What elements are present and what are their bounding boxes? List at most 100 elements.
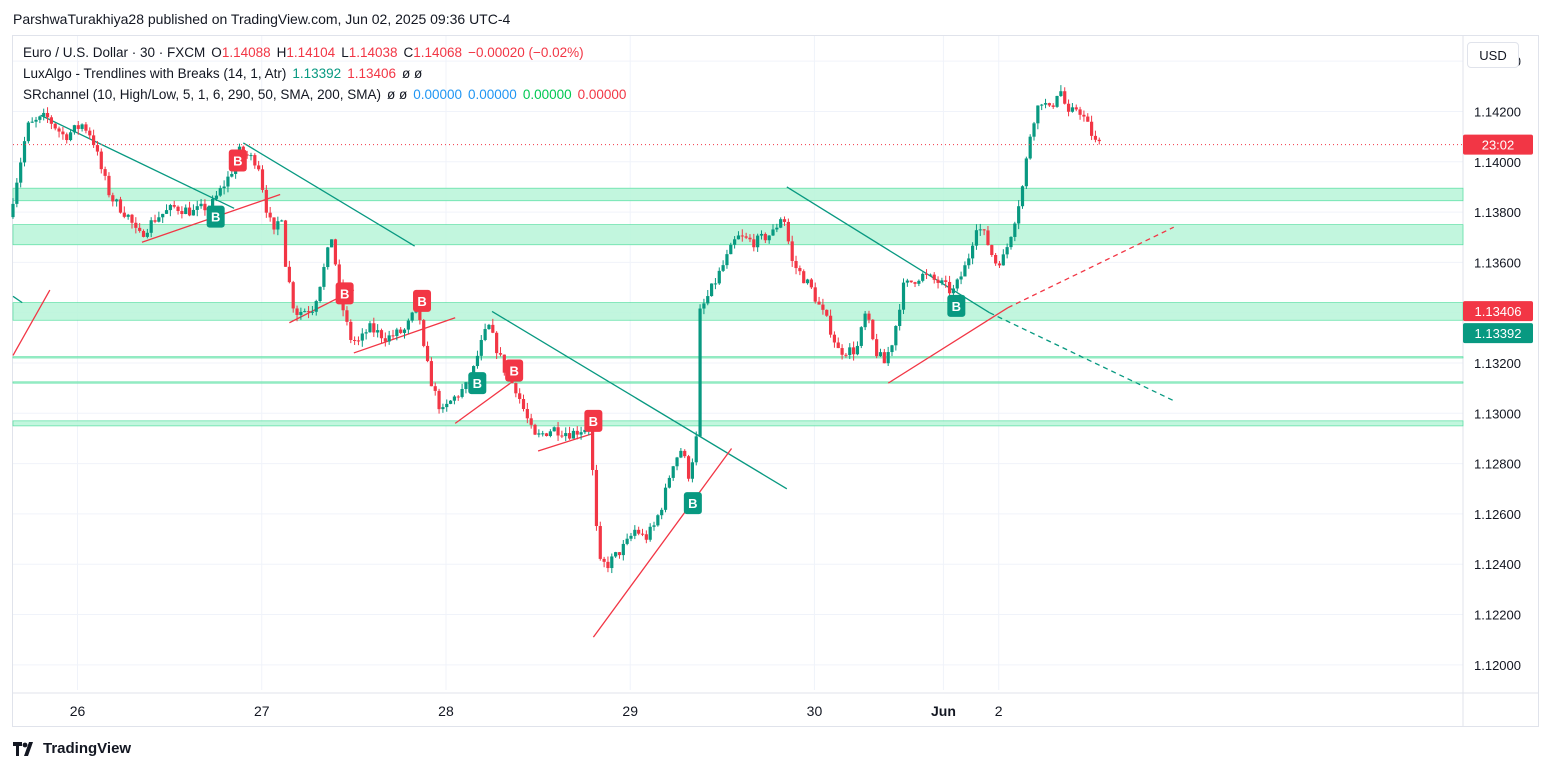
candle-body <box>399 329 403 333</box>
candle-body <box>890 345 894 353</box>
break-marker-badge <box>468 372 487 395</box>
candle-body <box>364 332 368 334</box>
price-tick-label: 1.13200 <box>1474 356 1521 371</box>
candle-body <box>283 220 288 267</box>
candle-body <box>1055 95 1059 107</box>
candle-body <box>894 325 898 346</box>
candle-body <box>383 338 387 342</box>
close-value: 1.14068 <box>413 45 463 60</box>
indicator2-value3: 0.00000 <box>522 87 572 102</box>
price-axis-label-bg <box>1463 323 1533 344</box>
candle-body <box>249 155 253 157</box>
candle-body <box>118 199 123 213</box>
time-tick-label: 26 <box>70 703 86 719</box>
symbol-title: Euro / U.S. Dollar · 30 · FXCM <box>23 45 206 60</box>
candle-body <box>1059 91 1063 96</box>
candle-body <box>955 279 959 289</box>
candle-body <box>986 230 990 246</box>
currency-button[interactable]: USD <box>1467 42 1519 68</box>
low-value: 1.14038 <box>348 45 398 60</box>
candle-body <box>905 280 909 283</box>
candle-body <box>498 353 503 355</box>
candle-body <box>1078 109 1082 115</box>
candle-body <box>310 311 314 313</box>
candle-body <box>663 487 668 510</box>
legend-indicator2-row[interactable]: SRchannel (10, High/Low, 5, 1, 6, 290, 5… <box>23 87 632 102</box>
candle-body <box>790 241 794 261</box>
candle-body <box>667 477 671 488</box>
candle-body <box>268 212 272 218</box>
candle-body <box>1024 158 1028 187</box>
candle-body <box>817 301 821 305</box>
break-marker-label: B <box>340 286 349 301</box>
open-label: O <box>211 45 222 60</box>
legend-indicator1-row[interactable]: LuxAlgo - Trendlines with Breaks (14, 1,… <box>23 66 428 81</box>
time-tick-label: 2 <box>995 703 1003 719</box>
candle-body <box>614 552 618 557</box>
candle-body <box>1028 136 1032 159</box>
candle-body <box>253 155 257 166</box>
price-tick-label: 1.14200 <box>1474 104 1521 119</box>
candle-body <box>495 332 499 354</box>
candle-body <box>936 279 940 283</box>
candle-body <box>176 206 180 212</box>
candle-body <box>832 334 837 343</box>
candle-body <box>782 219 787 222</box>
candle-body <box>633 529 637 536</box>
candle-body <box>771 229 775 236</box>
candle-body <box>1001 254 1005 266</box>
candle-body <box>479 339 483 356</box>
candle-body <box>456 396 460 398</box>
candle-body <box>690 462 694 479</box>
candle-body <box>944 280 948 282</box>
candle-body <box>567 433 572 439</box>
indicator1-value2: 1.13406 <box>347 66 396 81</box>
candle-body <box>683 450 687 457</box>
break-marker-sell: B <box>505 359 524 382</box>
candle-body <box>487 324 491 330</box>
candle-body <box>322 267 326 287</box>
candle-body <box>441 407 445 410</box>
candle-body <box>921 273 925 281</box>
price-tick-label: 1.12600 <box>1474 507 1521 522</box>
trendline <box>12 295 23 304</box>
candle-body <box>38 116 42 120</box>
break-marker-label: B <box>589 414 598 429</box>
candle-body <box>698 308 702 437</box>
time-tick-label: 27 <box>254 703 270 719</box>
sr-zone <box>12 381 1464 384</box>
candle-body <box>805 279 810 284</box>
candle-body <box>767 235 771 241</box>
candle-body <box>141 230 146 237</box>
break-marker-sell: B <box>584 409 603 432</box>
candle-body <box>1013 223 1017 237</box>
candle-body <box>53 123 57 129</box>
candle-body <box>525 408 529 419</box>
candle-body <box>92 135 96 146</box>
price-axis-label: 1.13392 <box>1463 323 1533 344</box>
candle-body <box>372 323 376 333</box>
candle-body <box>245 154 249 156</box>
break-marker-badge <box>584 409 603 432</box>
sr-zone <box>12 302 1464 321</box>
candle-body <box>149 220 153 233</box>
candle-body <box>537 433 541 435</box>
price-tick-label: 1.12000 <box>1474 658 1521 673</box>
candle-body <box>686 456 691 479</box>
break-marker-label: B <box>417 294 426 309</box>
candle-body <box>828 315 833 335</box>
candle-body <box>187 207 192 216</box>
candle-body <box>786 221 790 242</box>
candle-body <box>203 203 207 211</box>
candle-body <box>752 239 756 248</box>
candle-body <box>1017 206 1021 224</box>
indicator2-value1: 0.00000 <box>413 87 463 102</box>
candle-body <box>932 274 936 280</box>
candle-body <box>591 428 595 470</box>
tradingview-brand[interactable]: TradingView <box>13 740 131 757</box>
candle-body <box>376 330 380 333</box>
candle-body <box>88 130 92 136</box>
candle-body <box>475 355 480 367</box>
candle-body <box>556 427 560 436</box>
